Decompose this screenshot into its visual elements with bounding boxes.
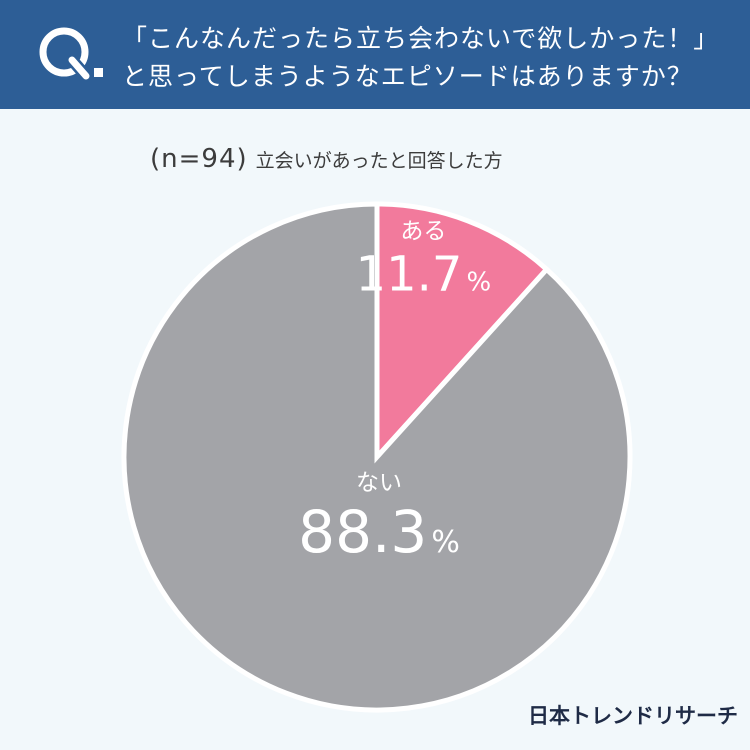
pie-slice-2 <box>121 201 633 713</box>
sample-description: 立会いがあったと回答した方 <box>255 150 503 172</box>
slice-label-2: ない <box>356 470 402 496</box>
sample-size: (n=94) 立会いがあったと回答した方 <box>150 144 503 174</box>
sample-n: (n=94) <box>150 144 248 174</box>
question-line-1: 「こんなんだったら立ち会わないで欲しかった！」 <box>122 24 720 53</box>
slice-value-1: 11.7% <box>356 247 492 303</box>
question-line-2: と思ってしまうようなエピソードはありますか？ <box>122 62 693 91</box>
question-text: 「こんなんだったら立ち会わないで欲しかった！」 と思ってしまうようなエピソードは… <box>122 20 719 96</box>
slice-value-2: 88.3% <box>298 498 460 566</box>
q-mark-icon <box>39 27 103 82</box>
slice-label-1: ある <box>400 219 446 245</box>
pie-slice-1 <box>374 201 551 464</box>
question-header: 「こんなんだったら立ち会わないで欲しかった！」 と思ってしまうようなエピソードは… <box>0 0 750 109</box>
brand-logo: 日本トレンドリサーチ <box>528 704 738 728</box>
